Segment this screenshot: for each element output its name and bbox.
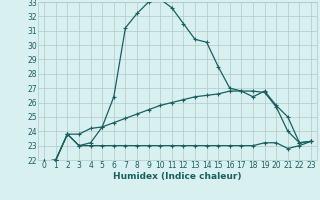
X-axis label: Humidex (Indice chaleur): Humidex (Indice chaleur) <box>113 172 242 181</box>
